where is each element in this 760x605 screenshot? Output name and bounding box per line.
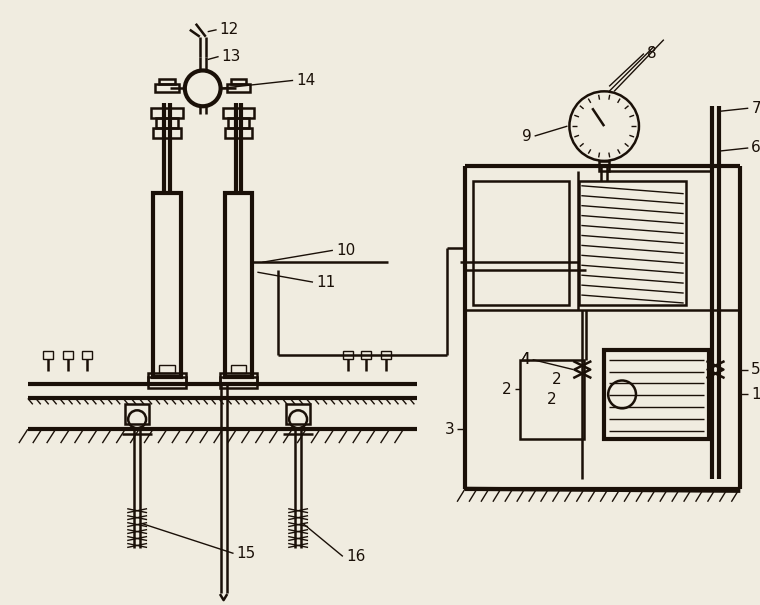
Bar <box>148 373 186 385</box>
Text: 2: 2 <box>502 382 511 397</box>
Text: 14: 14 <box>296 73 315 88</box>
Bar <box>287 404 310 424</box>
Text: 6: 6 <box>751 140 760 155</box>
Bar <box>156 118 178 128</box>
Bar <box>43 351 52 359</box>
Bar <box>230 365 246 373</box>
Bar <box>579 181 686 305</box>
Bar <box>83 351 93 359</box>
Bar <box>226 84 250 93</box>
Text: 2: 2 <box>546 392 556 407</box>
Text: 5: 5 <box>751 362 760 377</box>
Bar <box>520 359 584 439</box>
Bar <box>343 351 353 359</box>
Text: 2: 2 <box>552 372 562 387</box>
Text: 10: 10 <box>336 243 355 258</box>
Text: 1: 1 <box>751 387 760 402</box>
Bar <box>361 351 371 359</box>
Bar <box>381 351 391 359</box>
Bar <box>599 161 610 171</box>
Text: 3: 3 <box>445 422 454 437</box>
Bar <box>151 108 183 118</box>
Text: 4: 4 <box>520 352 530 367</box>
Bar <box>604 350 708 439</box>
Text: 15: 15 <box>236 546 256 561</box>
Bar <box>153 193 181 376</box>
Bar <box>153 128 181 138</box>
Text: 13: 13 <box>222 49 241 64</box>
Bar <box>225 128 252 138</box>
Bar <box>125 404 149 424</box>
Bar <box>148 376 186 388</box>
Bar <box>473 181 569 305</box>
Text: 8: 8 <box>647 46 657 61</box>
Bar <box>159 79 175 84</box>
Text: 12: 12 <box>220 22 239 38</box>
Bar <box>227 118 249 128</box>
Text: 9: 9 <box>522 128 532 143</box>
Bar <box>155 84 179 93</box>
Bar <box>220 376 258 388</box>
Bar <box>220 373 258 385</box>
Bar <box>159 365 175 373</box>
Bar <box>230 79 246 84</box>
Text: 7: 7 <box>751 100 760 116</box>
Bar <box>62 351 72 359</box>
Text: 4: 4 <box>520 352 530 367</box>
Bar <box>223 108 255 118</box>
Bar <box>225 193 252 376</box>
Text: 16: 16 <box>346 549 366 564</box>
Text: 11: 11 <box>316 275 335 290</box>
